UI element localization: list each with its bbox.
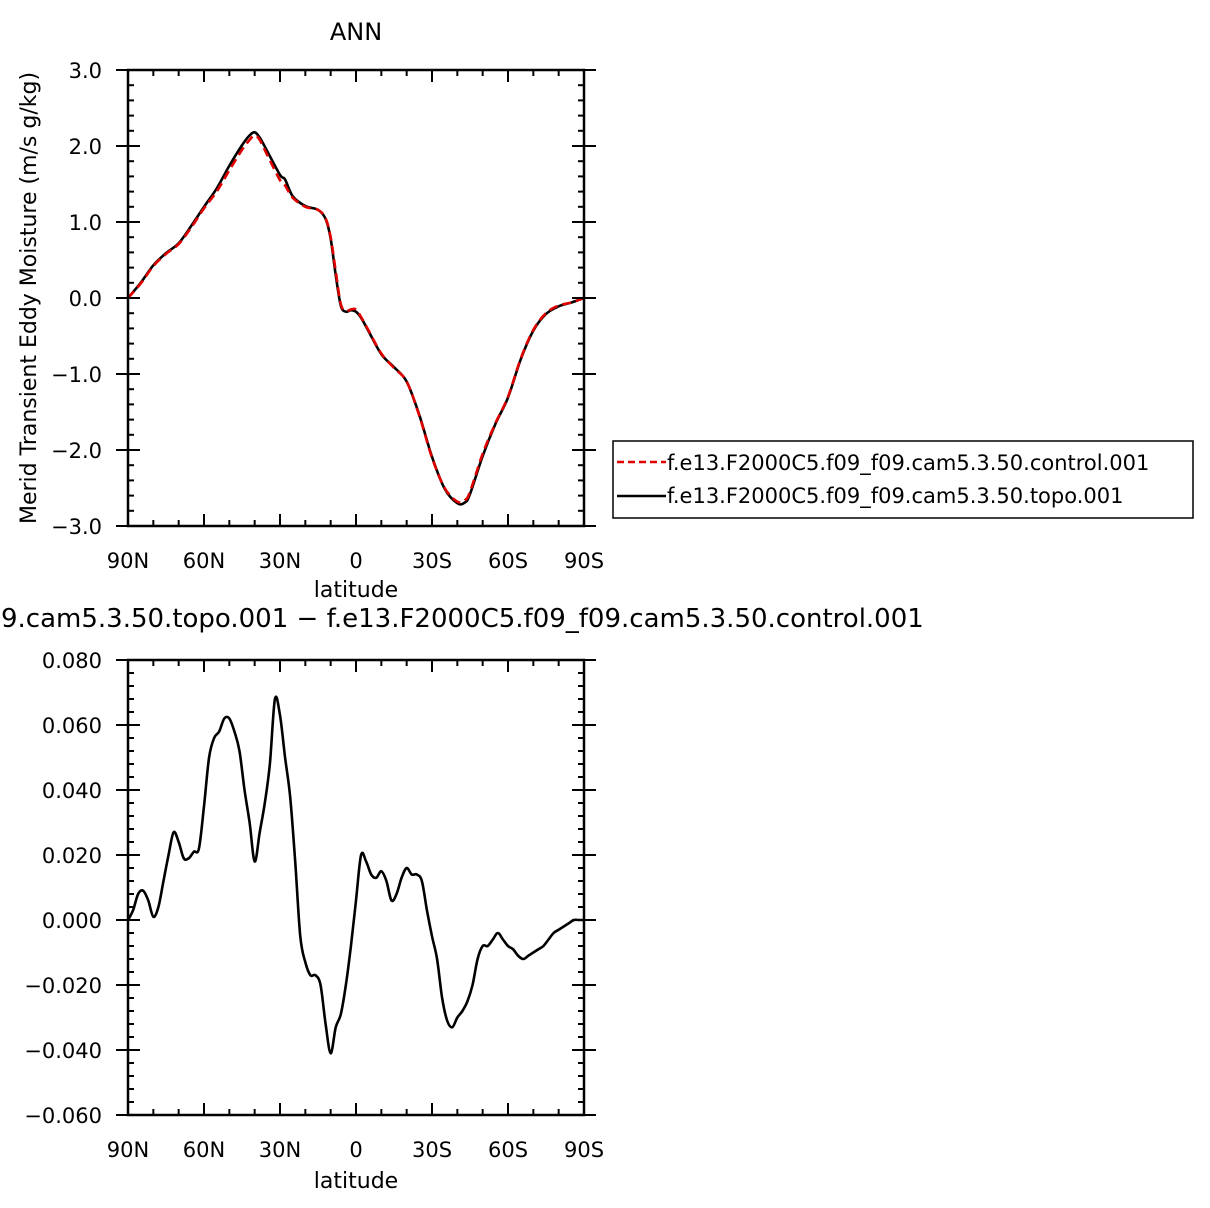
- legend: f.e13.F2000C5.f09_f09.cam5.3.50.control.…: [612, 440, 1194, 519]
- top-y-tick-label: 3.0: [69, 59, 102, 83]
- bottom-series-line-0: [126, 695, 584, 1055]
- bottom-y-tick-label: −0.060: [24, 1104, 102, 1128]
- top-x-tick-label: 90S: [564, 549, 604, 573]
- bottom-x-tick-label: 60N: [183, 1138, 225, 1162]
- top-series-line-0: [127, 134, 585, 504]
- bottom-y-tick-label: 0.060: [42, 714, 102, 738]
- bottom-x-tick-label: 30N: [259, 1138, 301, 1162]
- top-x-tick-label: 60N: [183, 549, 225, 573]
- top-y-tick-label: −2.0: [51, 439, 102, 463]
- bottom-x-tick-label: 30S: [412, 1138, 452, 1162]
- top-series-line-1: [127, 130, 585, 506]
- legend-box: [612, 440, 1194, 519]
- top-x-tick-label: 30S: [412, 549, 452, 573]
- legend-label-control: f.e13.F2000C5.f09_f09.cam5.3.50.control.…: [667, 451, 1149, 476]
- top-y-tick-label: 1.0: [69, 211, 102, 235]
- bottom-y-tick-label: 0.020: [42, 844, 102, 868]
- top-x-tick-label: 0: [349, 549, 362, 573]
- top-y-axis-label: Merid Transient Eddy Moisture (m/s g/kg): [17, 72, 42, 524]
- bottom-y-tick-label: 0.040: [42, 779, 102, 803]
- bottom-y-tick-label: 0.080: [42, 649, 102, 673]
- top-y-tick-label: −1.0: [51, 363, 102, 387]
- bottom-x-tick-label: 0: [349, 1138, 362, 1162]
- top-x-tick-label: 60S: [488, 549, 528, 573]
- legend-label-topo: f.e13.F2000C5.f09_f09.cam5.3.50.topo.001: [667, 484, 1123, 509]
- bottom-x-tick-label: 60S: [488, 1138, 528, 1162]
- top-panel: ANN 90N 60N 30N 0 30S 60S 90S 3.0 2.0 1.0 0.0 −1.0 −…: [17, 18, 604, 603]
- top-chart-title: ANN: [330, 18, 382, 46]
- top-x-tick-label: 90N: [107, 549, 149, 573]
- bottom-x-tick-label: 90S: [564, 1138, 604, 1162]
- top-y-tick-label: 0.0: [69, 287, 102, 311]
- top-plot-frame: [126, 68, 586, 528]
- bottom-x-tick-label: 90N: [107, 1138, 149, 1162]
- top-y-tick-label: −3.0: [51, 515, 102, 539]
- top-y-tick-label: 2.0: [69, 135, 102, 159]
- bottom-panel: 9.cam5.3.50.topo.001 − f.e13.F2000C5.f09…: [1, 604, 924, 1194]
- bottom-y-tick-label: −0.040: [24, 1039, 102, 1063]
- bottom-x-axis-label: latitude: [314, 1169, 398, 1194]
- top-x-tick-label: 30N: [259, 549, 301, 573]
- top-x-axis-label: latitude: [314, 578, 398, 603]
- bottom-y-tick-label: 0.000: [42, 909, 102, 933]
- bottom-chart-title: 9.cam5.3.50.topo.001 − f.e13.F2000C5.f09…: [1, 604, 924, 634]
- bottom-y-tick-label: −0.020: [24, 974, 102, 998]
